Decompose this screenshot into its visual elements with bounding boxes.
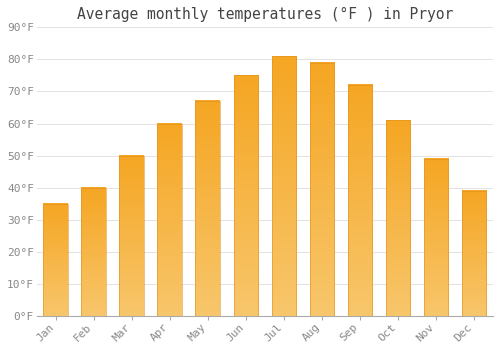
Bar [158,124,182,316]
Bar [462,191,486,316]
Bar [120,156,144,316]
Bar [272,56,296,316]
Bar [82,188,106,316]
Bar [44,204,68,316]
Bar [310,63,334,316]
Bar [386,120,410,316]
Bar [348,85,372,316]
Title: Average monthly temperatures (°F ) in Pryor: Average monthly temperatures (°F ) in Pr… [77,7,453,22]
Bar [196,101,220,316]
Bar [424,159,448,316]
Bar [234,76,258,316]
